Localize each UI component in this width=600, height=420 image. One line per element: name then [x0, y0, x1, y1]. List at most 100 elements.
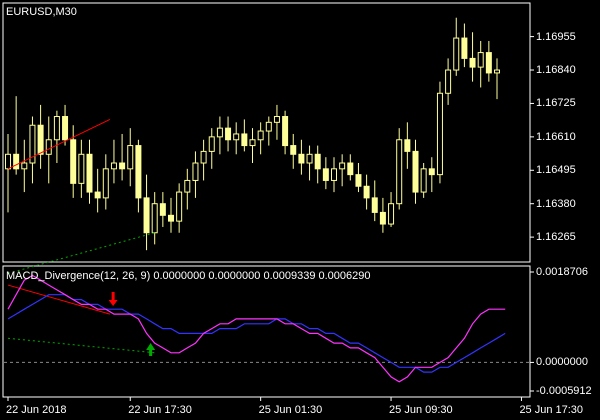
candle: [282, 110, 289, 155]
price-axis-label: 1.16610: [536, 130, 576, 143]
candle: [29, 116, 36, 184]
candle: [86, 139, 93, 204]
candle-body: [62, 116, 69, 141]
candle-body: [29, 124, 36, 164]
candle-body: [70, 139, 77, 184]
candle-body: [102, 168, 109, 199]
candle: [21, 139, 28, 193]
candle: [257, 122, 264, 155]
candle-body: [184, 179, 191, 193]
candle: [184, 168, 191, 210]
candle-body: [119, 162, 126, 170]
macd-signal-line: [7, 294, 506, 373]
candle: [355, 163, 362, 193]
candle: [314, 145, 321, 184]
candle-body: [412, 150, 419, 193]
candle: [110, 139, 117, 184]
candle: [249, 128, 256, 164]
candle: [143, 174, 150, 251]
candle: [5, 133, 11, 213]
candle: [94, 168, 101, 213]
candle-body: [428, 168, 435, 176]
candle-body: [469, 57, 476, 68]
candle-body: [461, 37, 468, 59]
candle: [428, 157, 435, 193]
macd-axis-label: 0.0000000: [536, 356, 588, 369]
divergence-trendlines: [7, 118, 155, 354]
main-chart-frame: [2, 2, 531, 263]
candle: [200, 139, 207, 181]
symbol-label: EURUSD,M30: [6, 6, 77, 18]
candle-body: [192, 162, 199, 181]
time-axis-label: 22 Jun 2018: [6, 404, 67, 416]
candle-body: [110, 162, 117, 170]
candle: [404, 122, 411, 169]
indicator-label: MACD_Divergence(12, 26, 9) 0.0000000 0.0…: [6, 270, 371, 282]
bullish-macd-trendline: [7, 337, 155, 354]
candle: [208, 128, 215, 169]
candle-body: [322, 168, 329, 181]
candle-body: [436, 92, 443, 176]
candle: [412, 139, 419, 204]
candle: [45, 116, 52, 184]
candle: [13, 96, 20, 175]
candle-body: [135, 145, 142, 199]
candle-body: [127, 145, 134, 170]
axis-ticks: [7, 36, 534, 401]
candle-body: [233, 133, 240, 141]
macd-axis-label: 0.0018706: [536, 266, 588, 278]
candle: [151, 192, 158, 245]
candle: [273, 104, 280, 140]
candle: [78, 139, 85, 198]
candle-body: [249, 139, 256, 147]
candle: [331, 157, 337, 193]
candle: [233, 122, 240, 155]
candle: [461, 23, 468, 68]
candle: [53, 110, 60, 164]
candle: [420, 163, 427, 198]
candle-body: [151, 203, 158, 234]
candle-body: [176, 191, 183, 222]
time-axis-label: 25 Jun 17:30: [519, 404, 584, 416]
candle-body: [363, 185, 370, 199]
candle-body: [5, 153, 11, 170]
candle: [453, 17, 460, 76]
candle-body: [396, 139, 403, 205]
candle: [477, 40, 484, 88]
candle-body: [290, 145, 297, 155]
candle-body: [494, 69, 500, 74]
candle: [102, 154, 109, 210]
candle-body: [13, 153, 20, 170]
bullish-price-trendline: [7, 232, 155, 274]
candle-body: [404, 139, 411, 152]
candle-body: [379, 211, 386, 225]
candle: [388, 192, 395, 227]
candle-body: [53, 116, 60, 141]
candle: [485, 40, 492, 82]
candle-body: [445, 69, 452, 94]
candle-body: [355, 174, 362, 187]
divergence-arrows: [108, 292, 156, 356]
arrow-down-icon: [108, 292, 118, 306]
candle: [216, 116, 223, 155]
candle: [469, 32, 476, 82]
candle-body: [216, 127, 223, 138]
candle-body: [298, 153, 305, 164]
bearish-price-trendline: [7, 118, 111, 170]
candle: [265, 116, 272, 146]
candle-body: [477, 52, 484, 68]
candle-body: [314, 153, 321, 170]
price-axis-label: 1.16380: [536, 197, 576, 210]
candle-body: [45, 139, 52, 155]
candle-body: [339, 162, 346, 170]
price-axis-label: 1.16955: [536, 30, 576, 43]
candle-body: [347, 162, 354, 176]
candle-body: [485, 52, 492, 74]
candle-body: [78, 153, 85, 184]
price-axis-label: 1.16840: [536, 64, 576, 77]
candle: [290, 133, 297, 169]
candle: [241, 119, 248, 152]
candle: [371, 180, 378, 222]
candle: [159, 192, 166, 227]
